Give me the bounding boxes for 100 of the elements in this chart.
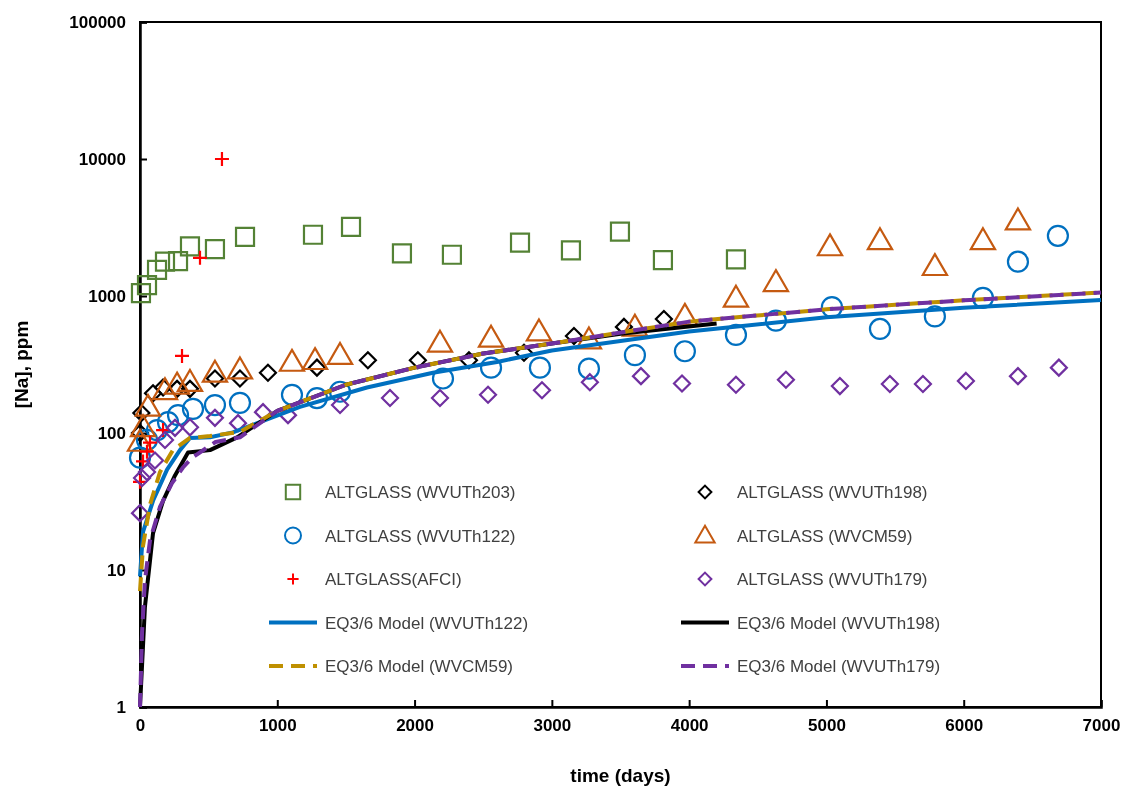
point <box>226 356 254 380</box>
point <box>479 356 503 379</box>
point <box>560 240 582 261</box>
point <box>181 397 205 420</box>
point <box>228 391 252 414</box>
legend-label: ALTGLASS (WVUTh122) <box>325 526 516 546</box>
point <box>145 451 165 470</box>
point <box>326 341 354 366</box>
point <box>176 368 204 393</box>
point <box>956 371 976 391</box>
point <box>525 318 553 342</box>
point <box>1008 367 1028 386</box>
point <box>145 419 169 442</box>
x-tick-label: 5000 <box>808 716 846 736</box>
point <box>180 418 200 437</box>
point <box>191 249 209 266</box>
x-tick-label: 2000 <box>396 716 434 736</box>
point <box>880 374 899 394</box>
point <box>726 375 746 394</box>
point <box>230 369 250 388</box>
point <box>1046 224 1069 247</box>
point <box>135 428 159 452</box>
point <box>146 259 168 281</box>
point <box>441 244 463 265</box>
point <box>913 374 933 394</box>
point <box>130 504 150 523</box>
point <box>166 404 190 427</box>
point <box>528 356 552 379</box>
legend-label: EQ3/6 Model (WVUTh198) <box>737 613 941 633</box>
point <box>358 351 377 370</box>
point <box>477 324 505 348</box>
point <box>130 283 152 304</box>
point <box>776 370 796 389</box>
y-tick-label: 10000 <box>78 149 126 169</box>
point <box>724 323 748 346</box>
legend-label: EQ3/6 Model (WVUTh122) <box>325 613 529 633</box>
point <box>1006 250 1030 273</box>
point <box>623 344 647 367</box>
point <box>921 253 949 277</box>
point <box>671 302 699 326</box>
legend-label: ALTGLASS (WVUTh198) <box>737 483 928 502</box>
point <box>302 224 324 245</box>
y-axis-title: [Na], ppm <box>11 320 32 409</box>
point <box>380 388 400 408</box>
point <box>672 374 692 393</box>
y-tick-label: 100 <box>97 423 126 443</box>
point <box>577 357 601 380</box>
x-tick-label: 4000 <box>670 716 709 736</box>
point <box>631 367 651 386</box>
point <box>391 243 413 264</box>
x-tick-label: 0 <box>135 716 146 736</box>
point <box>969 227 997 251</box>
point <box>580 373 599 392</box>
point <box>129 414 157 438</box>
point <box>923 305 946 328</box>
point <box>278 406 298 425</box>
x-tick-label: 7000 <box>1082 716 1121 736</box>
point <box>764 309 788 332</box>
point <box>652 249 674 271</box>
point <box>340 216 362 237</box>
legend-label: ALTGLASS(AFCI) <box>325 570 462 589</box>
point <box>609 221 631 242</box>
point <box>564 326 584 346</box>
point <box>278 348 306 372</box>
point <box>280 383 304 406</box>
point <box>128 446 152 469</box>
point <box>205 408 225 427</box>
point <box>204 238 226 260</box>
point <box>132 468 152 488</box>
x-tick-label: 6000 <box>945 716 984 736</box>
point <box>431 367 455 390</box>
point <box>305 386 329 410</box>
y-tick-label: 1 <box>116 697 126 717</box>
point <box>725 249 747 270</box>
point <box>136 275 158 296</box>
point <box>722 284 750 308</box>
point <box>163 371 191 395</box>
point <box>621 313 649 337</box>
legend-label: ALTGLASS (WVUTh203) <box>325 483 516 502</box>
point <box>173 347 191 365</box>
y-tick-label: 100000 <box>69 12 126 32</box>
point <box>165 418 185 437</box>
legend-label: ALTGLASS (WVUTh179) <box>737 570 928 589</box>
point <box>868 317 892 341</box>
point <box>155 430 175 450</box>
point <box>866 227 894 251</box>
point <box>203 393 227 417</box>
point <box>514 343 534 362</box>
point <box>673 340 696 363</box>
point <box>258 363 278 382</box>
point <box>816 233 844 257</box>
point <box>143 384 163 403</box>
x-tick-label: 1000 <box>258 716 297 736</box>
point <box>1004 207 1032 231</box>
point <box>179 236 201 257</box>
point <box>151 377 179 401</box>
point <box>575 326 603 350</box>
point <box>478 385 498 404</box>
point <box>509 232 531 253</box>
point <box>830 376 849 396</box>
